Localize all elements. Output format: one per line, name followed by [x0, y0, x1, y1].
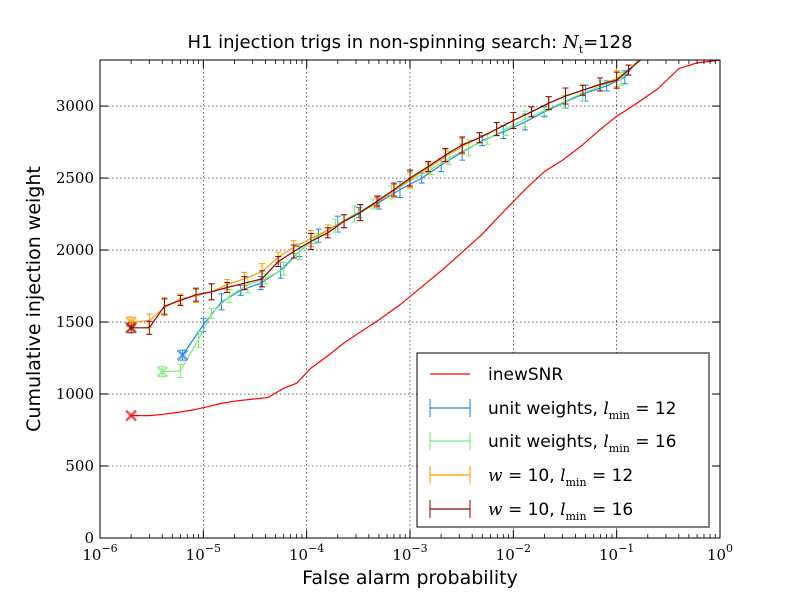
x-tick-label: 10−2: [496, 542, 531, 564]
x-tick-label: 10−4: [289, 542, 324, 564]
x-tick-label: 10−3: [392, 542, 427, 564]
start-marker: [176, 349, 189, 362]
axis-ticks: 10−6 10−5 10−4 10−3 10−2 10−1 1000500100015002…: [56, 60, 733, 564]
y-tick-label: 2500: [56, 169, 94, 187]
x-axis-label: False alarm probability: [302, 567, 518, 589]
series-line-4: [131, 60, 641, 329]
legend-label-1: unit weights, lmin = 12: [488, 399, 677, 422]
series-start-markers: [125, 316, 189, 422]
x-tick-label: 100: [707, 542, 733, 564]
y-tick-label: 1500: [56, 313, 94, 331]
legend-box: [416, 352, 710, 528]
y-tick-label: 2000: [56, 241, 94, 259]
chart-title-math-sub: t: [579, 43, 584, 56]
legend-label-2: unit weights, lmin = 16: [488, 432, 677, 455]
start-marker: [125, 409, 137, 422]
start-marker: [125, 321, 137, 334]
legend-label-3: w = 10, lmin = 12: [488, 466, 633, 489]
legend-label-0: inewSNR: [488, 365, 563, 385]
chart-title-suffix: =128: [583, 32, 632, 53]
chart-title: H1 injection trigs in non-spinning searc…: [187, 32, 632, 56]
series-line-0: [131, 60, 720, 417]
plot-data: [128, 60, 720, 417]
x-tick-label: 10−1: [599, 542, 634, 564]
legend: inewSNR unit weights, lmin = 12 unit weigh…: [416, 352, 710, 528]
series-line-1: [182, 60, 639, 356]
x-tick-label: 10−5: [186, 542, 221, 564]
y-tick-label: 1000: [56, 385, 94, 403]
y-tick-label: 0: [84, 529, 94, 547]
legend-label-4: w = 10, lmin = 16: [488, 500, 633, 523]
y-axis-label: Cumulative injection weight: [23, 166, 45, 432]
y-tick-label: 3000: [56, 97, 94, 115]
chart-title-prefix: H1 injection trigs in non-spinning searc…: [187, 32, 563, 53]
x-tick-label: 10−6: [82, 542, 117, 564]
y-tick-label: 500: [65, 457, 94, 475]
series-line-2: [162, 60, 639, 373]
start-marker: [156, 365, 169, 378]
chart-title-math-var: N: [562, 32, 580, 53]
